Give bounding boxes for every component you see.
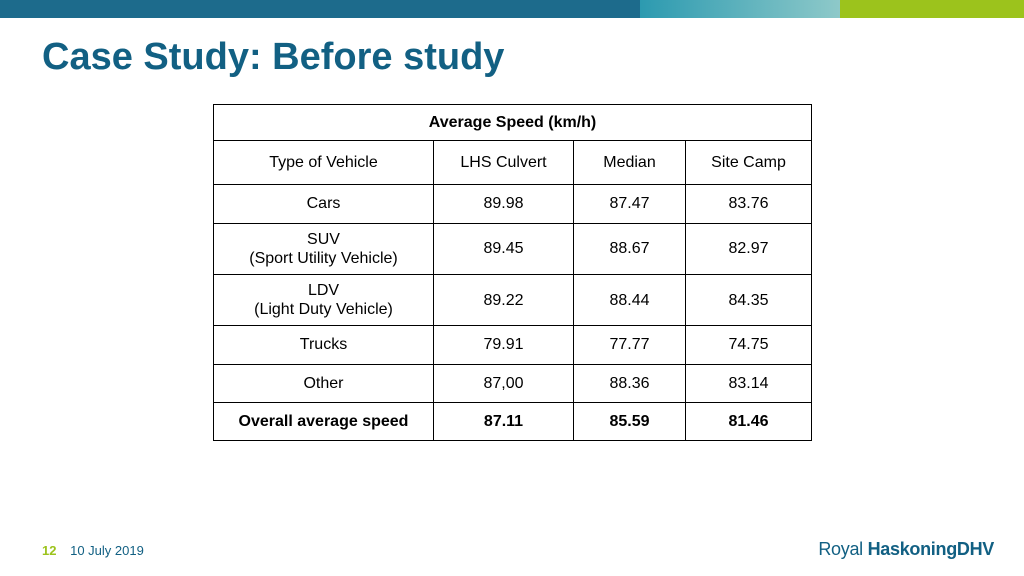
- table-cell: 81.46: [686, 402, 812, 440]
- brand-part2: HaskoningDHV: [868, 539, 994, 559]
- table-cell: 89.98: [434, 185, 574, 223]
- row-label-main: LDV: [308, 282, 339, 299]
- table-cell: 88.67: [574, 223, 686, 274]
- brand-part1: Royal: [818, 539, 867, 559]
- table-cell: 87.11: [434, 402, 574, 440]
- brand-logo: Royal HaskoningDHV: [818, 539, 994, 560]
- col-header-type: Type of Vehicle: [214, 141, 434, 185]
- table-cell: 83.76: [686, 185, 812, 223]
- table-row: LDV (Light Duty Vehicle) 89.2288.4484.35: [214, 274, 812, 325]
- table-cell: 87,00: [434, 364, 574, 402]
- table-row: Cars89.9887.4783.76: [214, 185, 812, 223]
- table-cell: 84.35: [686, 274, 812, 325]
- table-cell: 83.14: [686, 364, 812, 402]
- table-cell: 79.91: [434, 326, 574, 364]
- row-label: Trucks: [214, 326, 434, 364]
- row-label-main: SUV: [307, 231, 340, 248]
- col-header-median: Median: [574, 141, 686, 185]
- table-caption-row: Average Speed (km/h): [214, 105, 812, 141]
- row-label-sub: (Sport Utility Vehicle): [249, 250, 398, 267]
- row-label: Overall average speed: [214, 402, 434, 440]
- table-cell: 89.22: [434, 274, 574, 325]
- top-accent-teal: [640, 0, 840, 18]
- table-cell: 74.75: [686, 326, 812, 364]
- col-header-lhs: LHS Culvert: [434, 141, 574, 185]
- page-number: 12: [42, 543, 56, 558]
- table-row: Trucks79.9177.7774.75: [214, 326, 812, 364]
- row-label: Cars: [214, 185, 434, 223]
- top-accent-dark: [0, 0, 640, 18]
- table-caption: Average Speed (km/h): [214, 105, 812, 141]
- speed-table: Average Speed (km/h) Type of Vehicle LHS…: [213, 104, 812, 441]
- table-header-row: Type of Vehicle LHS Culvert Median Site …: [214, 141, 812, 185]
- speed-table-container: Average Speed (km/h) Type of Vehicle LHS…: [213, 104, 811, 441]
- row-label-sub: (Light Duty Vehicle): [254, 301, 393, 318]
- table-cell: 87.47: [574, 185, 686, 223]
- col-header-sitecamp: Site Camp: [686, 141, 812, 185]
- top-accent-green: [840, 0, 1024, 18]
- table-cell: 89.45: [434, 223, 574, 274]
- table-cell: 77.77: [574, 326, 686, 364]
- table-row: Other87,0088.3683.14: [214, 364, 812, 402]
- top-accent-bar: [0, 0, 1024, 18]
- table-row: Overall average speed87.1185.5981.46: [214, 402, 812, 440]
- footer: 12 10 July 2019: [42, 543, 144, 558]
- table-row: SUV (Sport Utility Vehicle) 89.4588.6782.9…: [214, 223, 812, 274]
- page-title: Case Study: Before study: [42, 36, 504, 79]
- table-cell: 82.97: [686, 223, 812, 274]
- table-cell: 85.59: [574, 402, 686, 440]
- table-cell: 88.36: [574, 364, 686, 402]
- row-label: Other: [214, 364, 434, 402]
- table-body: Cars89.9887.4783.76 SUV (Sport Utility Veh…: [214, 185, 812, 441]
- footer-date: 10 July 2019: [70, 543, 144, 558]
- table-cell: 88.44: [574, 274, 686, 325]
- slide: Case Study: Before study Average Speed (…: [0, 0, 1024, 576]
- row-label: SUV (Sport Utility Vehicle): [214, 223, 434, 274]
- row-label: LDV (Light Duty Vehicle): [214, 274, 434, 325]
